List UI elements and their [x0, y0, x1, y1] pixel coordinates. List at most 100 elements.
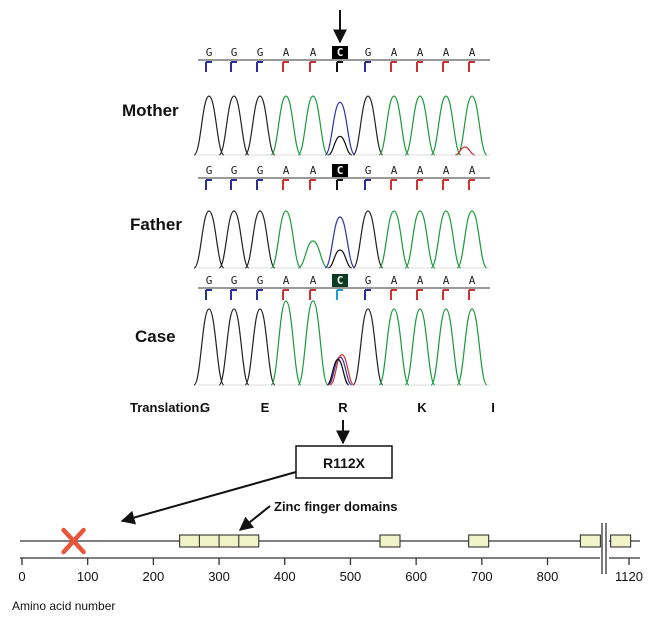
zinc-finger-arrow: [238, 505, 271, 531]
base-tick: [309, 61, 316, 72]
base-tick: [416, 179, 423, 190]
base-letter: G: [206, 164, 213, 177]
base-letter: G: [231, 164, 238, 177]
trace-peak: [218, 95, 250, 156]
base-letter: G: [206, 274, 213, 287]
base-letter: A: [443, 164, 450, 177]
axis-tick-label: 400: [274, 569, 296, 584]
base-letter: A: [283, 274, 290, 287]
zinc-finger-domain: [610, 534, 632, 548]
trace-peak: [352, 308, 384, 386]
trace-peak: [270, 210, 302, 269]
base-tick: [336, 289, 343, 300]
base-letter: A: [391, 46, 398, 59]
base-tick: [230, 179, 237, 190]
trace-peak: [270, 300, 302, 386]
axis-tick-label: 800: [537, 569, 559, 584]
trace-peak: [244, 95, 276, 156]
trace-peak: [456, 95, 488, 156]
base-tick: [442, 179, 449, 190]
base-tick: [309, 179, 316, 190]
zinc-finger-label: Zinc finger domains: [274, 499, 398, 514]
chromatogram-panels: G G G A A C G A A A A G G G A A C G A A A A G G G A A C G A A A A: [193, 46, 490, 386]
base-letter: A: [469, 274, 476, 287]
mutation-callout-box: [295, 445, 393, 479]
base-letter: A: [443, 46, 450, 59]
axis-tick-label: 700: [471, 569, 493, 584]
base-letter: G: [257, 274, 264, 287]
base-letter: A: [310, 164, 317, 177]
base-letter: A: [417, 46, 424, 59]
base-tick: [230, 61, 237, 72]
base-tick: [256, 289, 263, 300]
trace-peak: [193, 308, 225, 386]
base-letter: G: [231, 46, 238, 59]
trace-peak: [378, 210, 410, 269]
trace-peak: [378, 95, 410, 156]
trace-peak: [193, 210, 225, 269]
base-letter: C: [337, 164, 344, 177]
base-tick: [336, 61, 343, 72]
base-tick: [282, 179, 289, 190]
translation-residue: G: [200, 400, 210, 415]
translation-label: Translation:: [130, 400, 204, 415]
trace-peak: [404, 95, 436, 156]
trace-peak: [404, 308, 436, 386]
translation-residue: E: [261, 400, 270, 415]
base-letter: G: [257, 164, 264, 177]
axis-tick-label: 600: [405, 569, 427, 584]
base-tick: [205, 289, 212, 300]
trace-peak: [378, 308, 410, 386]
trace-peak: [218, 308, 250, 386]
base-tick: [416, 289, 423, 300]
panel-label-father: Father: [130, 215, 182, 234]
base-tick: [442, 289, 449, 300]
trace-peak: [244, 308, 276, 386]
trace-peak: [329, 353, 355, 386]
base-letter: A: [283, 164, 290, 177]
panel-label-mother: Mother: [122, 101, 179, 120]
base-letter: A: [443, 274, 450, 287]
base-letter: G: [206, 46, 213, 59]
trace-peak: [244, 210, 276, 269]
trace-peak: [430, 308, 462, 386]
trace-peak: [456, 308, 488, 386]
base-letter: G: [231, 274, 238, 287]
trace-peak: [327, 135, 353, 156]
base-letter: A: [283, 46, 290, 59]
base-letter: A: [310, 46, 317, 59]
mutation-callout-label: R112X: [323, 455, 366, 471]
base-tick: [390, 179, 397, 190]
called-base-highlight: [332, 164, 348, 177]
trace-peak: [326, 358, 350, 386]
base-tick: [256, 179, 263, 190]
base-letter: A: [391, 274, 398, 287]
base-letter: A: [310, 274, 317, 287]
zinc-finger-domain: [218, 534, 240, 548]
protein-schematic: [20, 523, 640, 574]
base-letter: G: [365, 46, 372, 59]
trace-peak: [297, 300, 329, 386]
panel-label-case: Case: [135, 327, 176, 346]
trace-peak: [352, 95, 384, 156]
trace-peak: [430, 95, 462, 156]
trace-peak: [324, 101, 356, 156]
axis-tick-label: 0: [18, 569, 25, 584]
axis-tick-label: 200: [143, 569, 165, 584]
trace-peak: [324, 216, 356, 269]
base-tick: [256, 61, 263, 72]
base-letter: G: [365, 164, 372, 177]
base-letter: A: [469, 164, 476, 177]
base-tick: [390, 61, 397, 72]
callout-arrow: [120, 471, 297, 525]
trace-peak: [327, 249, 353, 269]
base-tick: [468, 289, 475, 300]
zinc-finger-domain: [238, 534, 260, 548]
base-tick: [282, 289, 289, 300]
base-tick: [230, 289, 237, 300]
called-base-highlight: [332, 46, 348, 59]
